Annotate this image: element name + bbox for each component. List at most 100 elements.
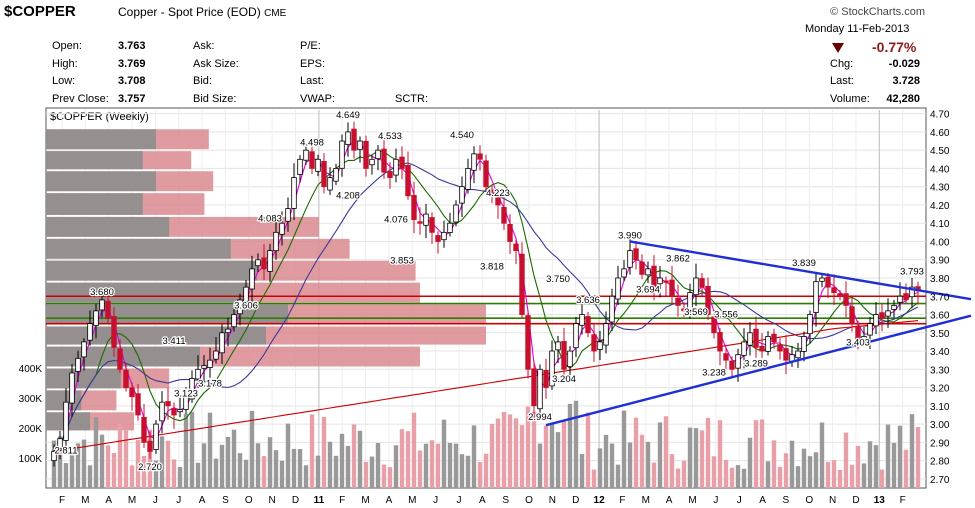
x-tick-label: M: [81, 495, 89, 506]
volume-bar: [777, 466, 783, 488]
volume-bar: [537, 443, 543, 488]
price-annotation-label: 4.540: [450, 130, 474, 141]
volume-bar: [387, 467, 393, 488]
volume-bar: [915, 426, 921, 488]
candle-body: [711, 316, 717, 334]
candle-body: [273, 231, 279, 252]
candle-body: [879, 312, 885, 319]
candle-body: [135, 393, 141, 416]
candle-body: [519, 253, 525, 315]
volume-profile: [46, 129, 486, 431]
symbol-description: Copper - Spot Price (EOD) CME: [118, 5, 286, 19]
volume-bar: [681, 460, 687, 488]
x-tick-label: A: [666, 495, 673, 506]
volume-bar: [399, 429, 405, 488]
y-axis: 4.70 4.60 4.50 4.40 4.30 4.20 4.10 4.00 3.90 3.80…: [930, 110, 950, 486]
candle-body: [495, 197, 501, 206]
candle-body: [633, 248, 639, 261]
y-tick-label: 4.50: [930, 146, 950, 157]
volume-bar: [747, 437, 753, 488]
candle-body: [747, 332, 753, 346]
volume-bar: [699, 430, 705, 488]
volume-bar: [771, 440, 777, 488]
price-annotation-label: 3.818: [480, 262, 504, 273]
x-tick-label: S: [783, 495, 790, 506]
price-annotation-label: 3.694: [636, 284, 660, 295]
x-tick-label: A: [759, 495, 766, 506]
candle-body: [303, 149, 309, 161]
candle-body: [663, 280, 669, 283]
price-annotation-label: 3.680: [90, 287, 114, 298]
candle-body: [813, 281, 819, 313]
volume-bar: [861, 463, 867, 488]
candle-body: [897, 295, 903, 303]
candle-body: [459, 186, 465, 204]
candle-body: [441, 231, 447, 241]
volume-bar: [849, 464, 855, 488]
volume-bar: [909, 414, 915, 488]
candle-body: [783, 348, 789, 361]
candle-body: [705, 285, 711, 315]
volume-bar: [897, 425, 903, 488]
volume-bar: [549, 423, 555, 488]
x-tick-label: M: [408, 495, 416, 506]
candle-body: [825, 276, 831, 288]
volume-bar: [249, 410, 255, 488]
price-annotation-label: 3.606: [234, 300, 258, 311]
volume-bar: [273, 450, 279, 488]
price-annotation-label: 3.178: [198, 379, 222, 390]
volume-bar: [891, 442, 897, 488]
candle-body: [579, 314, 585, 326]
stockcharts-logo[interactable]: © StockCharts.com: [830, 6, 925, 18]
volume-bar: [555, 432, 561, 488]
candle-body: [249, 268, 255, 290]
volume-bar: [159, 436, 165, 488]
volume-bar: [63, 463, 69, 488]
candle-body: [621, 268, 627, 278]
candle-body: [231, 314, 237, 328]
candle-body: [543, 370, 549, 388]
candle-body: [807, 314, 813, 335]
x-tick-label: F: [619, 495, 625, 506]
price-annotation-label: 2.994: [528, 412, 552, 423]
candle-body: [375, 149, 381, 160]
volume-profile-up-segment: [46, 216, 170, 237]
candle-body: [489, 189, 495, 197]
volume-bar: [711, 456, 717, 488]
low-label: Low:: [52, 75, 76, 87]
candle-body: [321, 161, 327, 188]
x-tick-label: A: [386, 495, 393, 506]
high-value: 3.769: [118, 58, 146, 70]
candle-body: [279, 222, 285, 235]
price-annotation-label: 3.238: [702, 368, 726, 379]
candle-body: [651, 265, 657, 288]
candle-body: [393, 158, 399, 176]
volume-bar: [345, 445, 351, 488]
candle-body: [363, 140, 369, 169]
volume-bar: [309, 414, 315, 488]
volume-bar: [381, 464, 387, 488]
volume-bar: [315, 455, 321, 488]
volume-bar: [165, 440, 171, 488]
x-tick-label: D: [292, 495, 299, 506]
candle-body: [447, 222, 453, 233]
candle-body: [435, 235, 441, 242]
volume-bar: [69, 455, 75, 488]
candle-body: [129, 387, 135, 398]
volume-bar: [717, 420, 723, 488]
x-tick-label: A: [479, 495, 486, 506]
volume-profile-up-segment: [46, 171, 156, 192]
candle-body: [381, 148, 387, 173]
candle-body: [117, 348, 123, 370]
volume-bar: [279, 460, 285, 488]
open-label: Open:: [52, 40, 82, 52]
candle-body: [339, 140, 345, 169]
x-tick-label: J: [713, 495, 718, 506]
volume-bar: [153, 460, 159, 488]
volume-bar: [141, 455, 147, 488]
candle-body: [831, 287, 837, 294]
candle-body: [567, 350, 573, 368]
candle-body: [255, 259, 261, 267]
candle-body: [345, 131, 351, 146]
